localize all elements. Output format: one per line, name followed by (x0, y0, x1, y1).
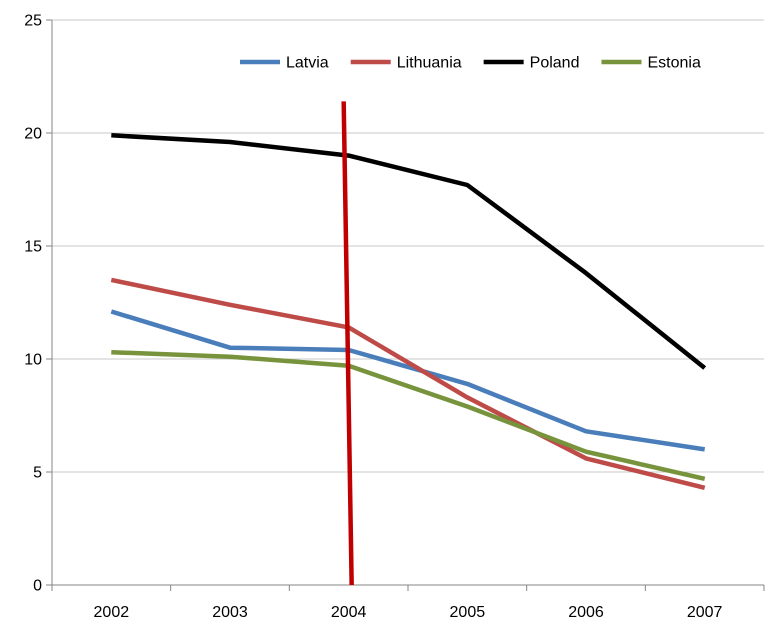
x-tick-label: 2002 (94, 604, 130, 621)
x-tick-label: 2004 (331, 604, 367, 621)
y-tick-label: 10 (24, 352, 42, 369)
legend-label-poland: Poland (530, 55, 580, 72)
legend-label-latvia: Latvia (286, 55, 329, 72)
gridlines (52, 19, 764, 473)
y-tick-label: 5 (33, 465, 42, 482)
axes: 0 5 10 15 20 25 2002 2003 2004 2005 2006 2007 (24, 13, 765, 621)
series-line-estonia (111, 349, 706, 481)
x-tick-label: 2006 (568, 604, 604, 621)
annotation-marker-line (341, 101, 354, 586)
legend-label-lithuania: Lithuania (397, 55, 462, 72)
x-tick-label: 2005 (450, 604, 486, 621)
legend-label-estonia: Estonia (647, 55, 700, 72)
series-line-latvia (110, 309, 706, 452)
y-tick-label: 25 (24, 13, 42, 30)
series-line-lithuania (110, 277, 706, 490)
annotations (341, 101, 354, 586)
legend: Latvia Lithuania Poland Estonia (240, 55, 701, 72)
x-tick-label: 2007 (687, 604, 723, 621)
series-line-poland (111, 133, 707, 370)
series-lines (110, 133, 707, 490)
y-tick-label: 20 (24, 126, 42, 143)
x-tick-label: 2003 (212, 604, 248, 621)
y-tick-label: 15 (24, 239, 42, 256)
y-tick-label: 0 (33, 578, 42, 595)
